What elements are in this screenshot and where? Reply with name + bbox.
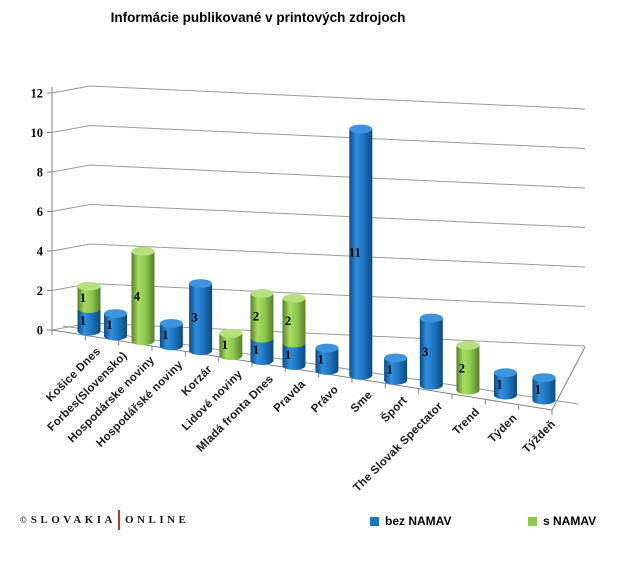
cylinder-top bbox=[349, 124, 373, 134]
cylinder-top bbox=[104, 309, 128, 318]
logo-text-slovakia: SLOVAKIA bbox=[30, 514, 116, 526]
y-axis-label: 8 bbox=[37, 166, 43, 180]
copyright-mark: © bbox=[20, 515, 27, 525]
x-axis-label: Právo bbox=[309, 384, 341, 416]
bar-segment-s-namav bbox=[219, 333, 243, 361]
bar-value-label: 1 bbox=[162, 328, 168, 342]
bar-segment-bez-namav bbox=[384, 357, 408, 385]
bar-segment-s-namav bbox=[456, 345, 480, 395]
cylinder-top bbox=[315, 343, 339, 353]
bar-value-label: 1 bbox=[253, 343, 259, 357]
y-gridline bbox=[51, 243, 586, 268]
bar-value-label: 1 bbox=[285, 348, 291, 362]
cylinder-top bbox=[493, 368, 517, 378]
cylinder-top bbox=[532, 373, 556, 383]
bar-value-label: 1 bbox=[222, 338, 228, 352]
bar-value-label: 1 bbox=[386, 363, 392, 377]
bar-segment-bez-namav bbox=[282, 343, 306, 370]
bar-segment-bez-namav bbox=[250, 338, 274, 365]
x-axis-label: Sme bbox=[349, 389, 375, 415]
bar-value-label: 3 bbox=[191, 311, 197, 325]
bar-value-label: 1 bbox=[318, 353, 324, 367]
bar-value-label: 2 bbox=[285, 314, 291, 328]
y-gridline bbox=[51, 203, 586, 228]
cylinder-top bbox=[159, 318, 183, 328]
bar-segment-s-namav bbox=[131, 251, 155, 346]
x-axis-label: Trend bbox=[451, 406, 482, 437]
bar-segment-s-namav bbox=[250, 293, 274, 343]
bar-value-label: 1 bbox=[80, 291, 86, 305]
cylinder-top bbox=[250, 288, 274, 298]
x-axis-label: Týždeň bbox=[521, 418, 558, 455]
bar-value-label: 1 bbox=[106, 318, 112, 332]
bar-value-label: 11 bbox=[349, 246, 361, 260]
y-axis-label: 6 bbox=[37, 205, 43, 219]
legend-swatch-s-namav bbox=[528, 516, 537, 526]
y-gridline bbox=[51, 164, 586, 189]
cylinder-top bbox=[456, 340, 480, 350]
y-axis-label: 10 bbox=[31, 126, 44, 140]
legend-swatch-bez-namav bbox=[370, 516, 379, 526]
legend-item-bez-namav: bez NAMAV bbox=[370, 514, 451, 528]
x-axis-label: Pravda bbox=[272, 378, 309, 415]
y-axis-label: 0 bbox=[37, 324, 43, 338]
bar-segment-bez-namav bbox=[493, 372, 517, 400]
bar-segment-bez-namav bbox=[349, 128, 373, 380]
x-axis-label: Korzár bbox=[180, 363, 215, 398]
legend-label-bez-namav: bez NAMAV bbox=[385, 514, 452, 528]
cylinder-top bbox=[384, 353, 408, 363]
chart-title: Informácie publikované v printových zdro… bbox=[110, 10, 406, 25]
bar-value-label: 1 bbox=[535, 382, 541, 396]
x-axis-label: Košice Dnes bbox=[44, 346, 103, 405]
x-axis-label: Týden bbox=[486, 412, 519, 445]
bar-value-label: 2 bbox=[459, 361, 465, 375]
bar-segment-s-namav bbox=[282, 298, 306, 348]
bar-value-label: 1 bbox=[80, 313, 86, 327]
legend-label-s-namav: s NAMAV bbox=[543, 514, 597, 528]
y-axis-label: 4 bbox=[37, 245, 44, 259]
bar-segment-bez-namav bbox=[532, 377, 556, 405]
cylinder-top bbox=[219, 328, 243, 338]
cylinder-top bbox=[77, 281, 101, 291]
bar-value-label: 4 bbox=[134, 290, 141, 304]
bar-segment-bez-namav bbox=[159, 323, 183, 351]
y-axis-label: 2 bbox=[37, 284, 43, 298]
x-axis-label: Lidové noviny bbox=[180, 368, 245, 433]
bar-segment-bez-namav bbox=[419, 318, 443, 390]
logo-text-online: ONLINE bbox=[125, 514, 190, 526]
cylinder-top bbox=[189, 279, 213, 288]
cylinder-top bbox=[131, 246, 155, 256]
bar-segment-s-namav bbox=[77, 286, 101, 313]
x-axis-label: Šport bbox=[379, 394, 410, 425]
bar-segment-bez-namav bbox=[77, 308, 101, 336]
cylinder-top bbox=[282, 293, 306, 303]
bar-segment-bez-namav bbox=[189, 283, 213, 356]
bar-value-label: 3 bbox=[422, 345, 428, 359]
bar-value-label: 2 bbox=[253, 309, 259, 323]
bar-value-label: 1 bbox=[496, 377, 502, 391]
slovakia-online-logo: © SLOVAKIA ONLINE bbox=[20, 508, 189, 532]
cylinder-top bbox=[419, 313, 443, 323]
y-axis-label: 12 bbox=[31, 87, 44, 101]
y-gridline bbox=[51, 85, 586, 110]
bar-segment-bez-namav bbox=[104, 313, 128, 341]
logo-divider bbox=[118, 510, 120, 530]
bar-segment-bez-namav bbox=[315, 348, 339, 375]
legend-item-s-namav: s NAMAV bbox=[528, 514, 596, 528]
y-gridline bbox=[51, 124, 586, 149]
